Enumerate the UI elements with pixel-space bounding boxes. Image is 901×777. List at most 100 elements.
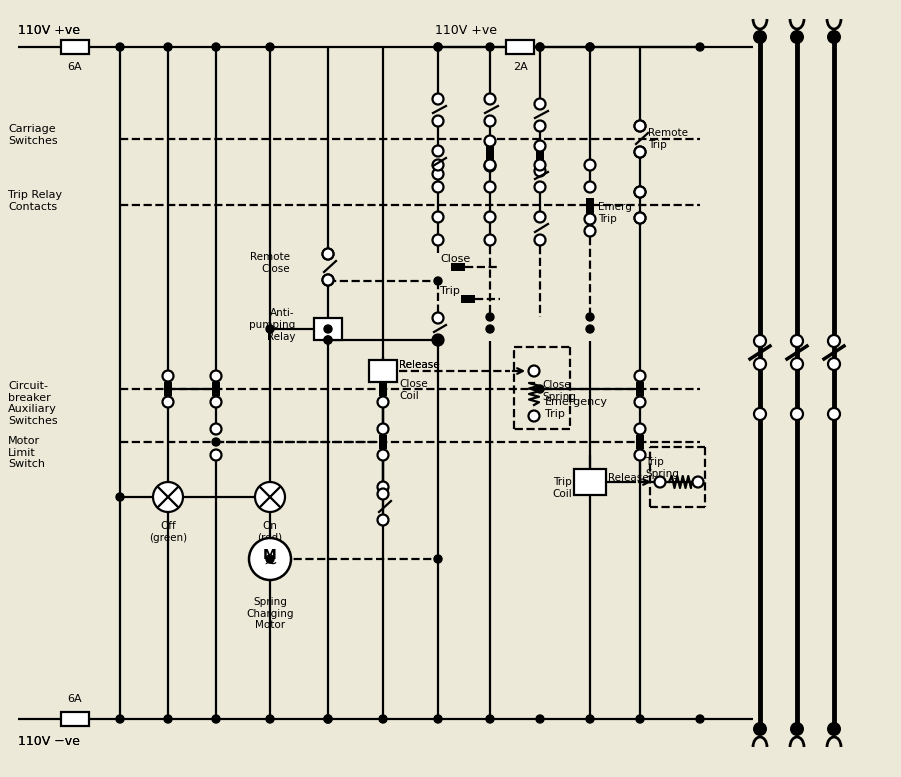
Circle shape [324, 715, 332, 723]
Circle shape [827, 722, 841, 736]
Circle shape [324, 336, 332, 344]
Circle shape [323, 249, 333, 260]
Circle shape [634, 450, 645, 461]
Circle shape [434, 43, 442, 51]
Circle shape [434, 277, 442, 285]
Text: ~: ~ [263, 555, 277, 573]
Circle shape [378, 482, 388, 493]
Text: 6A: 6A [68, 694, 82, 704]
Circle shape [378, 514, 388, 525]
Circle shape [486, 325, 494, 333]
Circle shape [634, 120, 645, 131]
Circle shape [434, 313, 442, 321]
Text: Close
Spring: Close Spring [542, 380, 576, 402]
Circle shape [266, 43, 274, 51]
Circle shape [323, 274, 333, 285]
Text: 110V −ve: 110V −ve [18, 735, 80, 748]
Circle shape [116, 493, 124, 501]
Circle shape [255, 482, 285, 512]
Bar [212, 382, 220, 396]
Text: Trip
Spring: Trip Spring [645, 457, 678, 479]
Circle shape [534, 182, 545, 193]
Circle shape [378, 450, 388, 461]
Circle shape [536, 385, 544, 393]
Text: Trip
Coil: Trip Coil [552, 477, 572, 499]
Bar [164, 382, 172, 396]
Circle shape [754, 335, 766, 347]
Circle shape [754, 358, 766, 370]
Circle shape [211, 396, 222, 407]
Circle shape [536, 715, 544, 723]
Bar [506, 40, 534, 54]
Circle shape [534, 141, 545, 152]
Text: 110V +ve: 110V +ve [435, 25, 497, 37]
Bar [486, 146, 494, 160]
Circle shape [636, 715, 644, 723]
Circle shape [434, 555, 442, 563]
Circle shape [116, 43, 124, 51]
Circle shape [324, 325, 332, 333]
Bar [536, 151, 544, 165]
Text: Remote
Close: Remote Close [250, 253, 290, 274]
Text: Motor
Limit
Switch: Motor Limit Switch [8, 436, 45, 469]
Text: 110V −ve: 110V −ve [18, 735, 80, 748]
Circle shape [432, 93, 443, 104]
Circle shape [536, 43, 544, 51]
Circle shape [585, 159, 596, 170]
Circle shape [791, 335, 803, 347]
Circle shape [634, 186, 645, 197]
Circle shape [153, 482, 183, 512]
Circle shape [634, 212, 645, 224]
Circle shape [586, 715, 594, 723]
Circle shape [432, 116, 443, 127]
Circle shape [791, 358, 803, 370]
Bar [574, 469, 606, 495]
Circle shape [266, 715, 274, 723]
Circle shape [693, 476, 704, 487]
Text: Release: Release [399, 360, 440, 370]
Circle shape [585, 182, 596, 193]
Circle shape [696, 43, 704, 51]
Circle shape [323, 274, 333, 285]
Text: Carriage
Switches: Carriage Switches [8, 124, 58, 146]
Circle shape [827, 30, 841, 44]
Circle shape [534, 120, 545, 131]
Circle shape [378, 396, 388, 407]
Circle shape [211, 423, 222, 434]
Circle shape [791, 408, 803, 420]
Circle shape [432, 312, 443, 323]
Circle shape [654, 476, 666, 487]
Text: Off
(green): Off (green) [149, 521, 187, 542]
Circle shape [212, 715, 220, 723]
Text: M: M [263, 548, 277, 562]
Bar [636, 382, 644, 396]
Bar [314, 318, 342, 340]
Circle shape [790, 30, 804, 44]
Text: 2A: 2A [513, 62, 527, 72]
Bar [461, 295, 475, 303]
Circle shape [534, 211, 545, 222]
Circle shape [485, 161, 496, 172]
Circle shape [485, 93, 496, 104]
Text: Emergency
Trip: Emergency Trip [545, 397, 608, 419]
Circle shape [534, 159, 545, 170]
Text: Trip Relay
Contacts: Trip Relay Contacts [8, 190, 62, 212]
Text: 110V +ve: 110V +ve [18, 25, 80, 37]
Circle shape [211, 371, 222, 382]
Circle shape [534, 166, 545, 176]
Bar [379, 382, 387, 396]
Circle shape [634, 120, 645, 131]
Circle shape [162, 396, 174, 407]
Circle shape [586, 43, 594, 51]
Bar [451, 263, 465, 271]
Bar [586, 198, 594, 216]
Circle shape [486, 43, 494, 51]
Circle shape [634, 423, 645, 434]
Circle shape [485, 135, 496, 147]
Text: Close: Close [440, 254, 470, 264]
Circle shape [434, 715, 442, 723]
Circle shape [212, 438, 220, 446]
Circle shape [828, 358, 840, 370]
Circle shape [486, 715, 494, 723]
Circle shape [586, 313, 594, 321]
